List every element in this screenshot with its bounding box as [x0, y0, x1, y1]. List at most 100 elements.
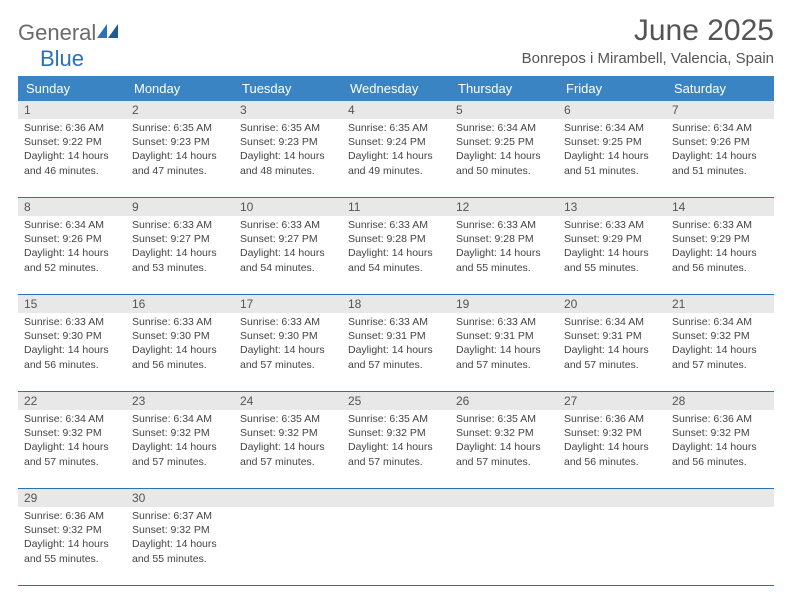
day-content: Sunrise: 6:34 AMSunset: 9:25 PMDaylight:…	[564, 121, 662, 178]
weekday-header: Friday	[558, 76, 666, 101]
day-content: Sunrise: 6:33 AMSunset: 9:31 PMDaylight:…	[456, 315, 554, 372]
weekday-header: Monday	[126, 76, 234, 101]
day-number: 17	[234, 295, 342, 313]
day-number: 5	[450, 101, 558, 119]
weekday-header: Saturday	[666, 76, 774, 101]
logo: General Blue	[18, 14, 120, 72]
day-number: 21	[666, 295, 774, 313]
day-cell: Sunrise: 6:37 AMSunset: 9:32 PMDaylight:…	[126, 507, 234, 585]
day-content: Sunrise: 6:35 AMSunset: 9:32 PMDaylight:…	[456, 412, 554, 469]
day-cell: Sunrise: 6:34 AMSunset: 9:32 PMDaylight:…	[126, 410, 234, 488]
day-number: 24	[234, 392, 342, 410]
day-number: 10	[234, 198, 342, 216]
weekday-header: Sunday	[18, 76, 126, 101]
header: General Blue June 2025 Bonrepos i Miramb…	[18, 14, 774, 72]
day-content: Sunrise: 6:33 AMSunset: 9:27 PMDaylight:…	[240, 218, 338, 275]
day-content: Sunrise: 6:34 AMSunset: 9:26 PMDaylight:…	[24, 218, 122, 275]
day-cell: Sunrise: 6:33 AMSunset: 9:28 PMDaylight:…	[450, 216, 558, 294]
day-number: 23	[126, 392, 234, 410]
day-number: 26	[450, 392, 558, 410]
location: Bonrepos i Mirambell, Valencia, Spain	[522, 50, 774, 67]
day-cell: Sunrise: 6:33 AMSunset: 9:28 PMDaylight:…	[342, 216, 450, 294]
day-cell: Sunrise: 6:34 AMSunset: 9:31 PMDaylight:…	[558, 313, 666, 391]
day-number: 6	[558, 101, 666, 119]
day-cell: Sunrise: 6:35 AMSunset: 9:32 PMDaylight:…	[234, 410, 342, 488]
day-cell	[234, 507, 342, 585]
day-cell: Sunrise: 6:33 AMSunset: 9:29 PMDaylight:…	[666, 216, 774, 294]
day-number: 15	[18, 295, 126, 313]
day-number	[450, 489, 558, 507]
day-number: 29	[18, 489, 126, 507]
day-cell: Sunrise: 6:35 AMSunset: 9:32 PMDaylight:…	[450, 410, 558, 488]
day-content: Sunrise: 6:34 AMSunset: 9:25 PMDaylight:…	[456, 121, 554, 178]
day-number: 19	[450, 295, 558, 313]
day-content: Sunrise: 6:33 AMSunset: 9:28 PMDaylight:…	[348, 218, 446, 275]
weekday-header: Wednesday	[342, 76, 450, 101]
day-cell: Sunrise: 6:33 AMSunset: 9:31 PMDaylight:…	[342, 313, 450, 391]
day-number: 16	[126, 295, 234, 313]
day-number: 18	[342, 295, 450, 313]
week-row: Sunrise: 6:33 AMSunset: 9:30 PMDaylight:…	[18, 313, 774, 392]
day-content: Sunrise: 6:33 AMSunset: 9:30 PMDaylight:…	[24, 315, 122, 372]
day-number: 13	[558, 198, 666, 216]
day-content: Sunrise: 6:33 AMSunset: 9:30 PMDaylight:…	[132, 315, 230, 372]
weeks-container: 1234567 Sunrise: 6:36 AMSunset: 9:22 PMDa…	[18, 101, 774, 586]
logo-text: General Blue	[18, 20, 120, 72]
day-content: Sunrise: 6:33 AMSunset: 9:29 PMDaylight:…	[564, 218, 662, 275]
day-cell: Sunrise: 6:34 AMSunset: 9:25 PMDaylight:…	[558, 119, 666, 197]
day-cell: Sunrise: 6:34 AMSunset: 9:26 PMDaylight:…	[18, 216, 126, 294]
calendar: SundayMondayTuesdayWednesdayThursdayFrid…	[18, 76, 774, 586]
day-cell: Sunrise: 6:35 AMSunset: 9:24 PMDaylight:…	[342, 119, 450, 197]
day-content: Sunrise: 6:37 AMSunset: 9:32 PMDaylight:…	[132, 509, 230, 566]
day-cell: Sunrise: 6:33 AMSunset: 9:30 PMDaylight:…	[126, 313, 234, 391]
day-number: 4	[342, 101, 450, 119]
day-content: Sunrise: 6:33 AMSunset: 9:27 PMDaylight:…	[132, 218, 230, 275]
day-content: Sunrise: 6:34 AMSunset: 9:32 PMDaylight:…	[132, 412, 230, 469]
day-number: 9	[126, 198, 234, 216]
day-content: Sunrise: 6:33 AMSunset: 9:29 PMDaylight:…	[672, 218, 770, 275]
day-content: Sunrise: 6:34 AMSunset: 9:31 PMDaylight:…	[564, 315, 662, 372]
day-cell: Sunrise: 6:33 AMSunset: 9:31 PMDaylight:…	[450, 313, 558, 391]
day-number	[342, 489, 450, 507]
day-number-row: 1234567	[18, 101, 774, 119]
day-content: Sunrise: 6:36 AMSunset: 9:22 PMDaylight:…	[24, 121, 122, 178]
day-number-row: 15161718192021	[18, 295, 774, 313]
logo-word-general: General	[18, 20, 96, 45]
day-number-row: 22232425262728	[18, 392, 774, 410]
day-content: Sunrise: 6:35 AMSunset: 9:23 PMDaylight:…	[132, 121, 230, 178]
day-cell: Sunrise: 6:35 AMSunset: 9:23 PMDaylight:…	[234, 119, 342, 197]
logo-word-blue: Blue	[18, 46, 84, 71]
week-row: Sunrise: 6:36 AMSunset: 9:32 PMDaylight:…	[18, 507, 774, 586]
day-cell: Sunrise: 6:33 AMSunset: 9:29 PMDaylight:…	[558, 216, 666, 294]
day-cell	[450, 507, 558, 585]
day-content: Sunrise: 6:33 AMSunset: 9:31 PMDaylight:…	[348, 315, 446, 372]
day-cell: Sunrise: 6:36 AMSunset: 9:32 PMDaylight:…	[18, 507, 126, 585]
day-cell: Sunrise: 6:36 AMSunset: 9:32 PMDaylight:…	[558, 410, 666, 488]
day-number: 8	[18, 198, 126, 216]
day-number-row: 891011121314	[18, 198, 774, 216]
day-number: 30	[126, 489, 234, 507]
day-cell	[558, 507, 666, 585]
day-content: Sunrise: 6:36 AMSunset: 9:32 PMDaylight:…	[564, 412, 662, 469]
day-number: 28	[666, 392, 774, 410]
day-number-row: 2930	[18, 489, 774, 507]
day-number: 20	[558, 295, 666, 313]
day-number	[234, 489, 342, 507]
day-number: 11	[342, 198, 450, 216]
day-number: 27	[558, 392, 666, 410]
day-content: Sunrise: 6:34 AMSunset: 9:26 PMDaylight:…	[672, 121, 770, 178]
day-cell: Sunrise: 6:34 AMSunset: 9:25 PMDaylight:…	[450, 119, 558, 197]
day-content: Sunrise: 6:35 AMSunset: 9:24 PMDaylight:…	[348, 121, 446, 178]
day-number: 12	[450, 198, 558, 216]
day-cell	[666, 507, 774, 585]
day-content: Sunrise: 6:33 AMSunset: 9:30 PMDaylight:…	[240, 315, 338, 372]
day-cell: Sunrise: 6:36 AMSunset: 9:32 PMDaylight:…	[666, 410, 774, 488]
day-content: Sunrise: 6:35 AMSunset: 9:32 PMDaylight:…	[348, 412, 446, 469]
day-number: 22	[18, 392, 126, 410]
day-content: Sunrise: 6:34 AMSunset: 9:32 PMDaylight:…	[672, 315, 770, 372]
day-content: Sunrise: 6:34 AMSunset: 9:32 PMDaylight:…	[24, 412, 122, 469]
flag-icon	[96, 22, 120, 40]
month-title: June 2025	[522, 14, 774, 48]
day-cell: Sunrise: 6:33 AMSunset: 9:27 PMDaylight:…	[234, 216, 342, 294]
day-content: Sunrise: 6:36 AMSunset: 9:32 PMDaylight:…	[24, 509, 122, 566]
